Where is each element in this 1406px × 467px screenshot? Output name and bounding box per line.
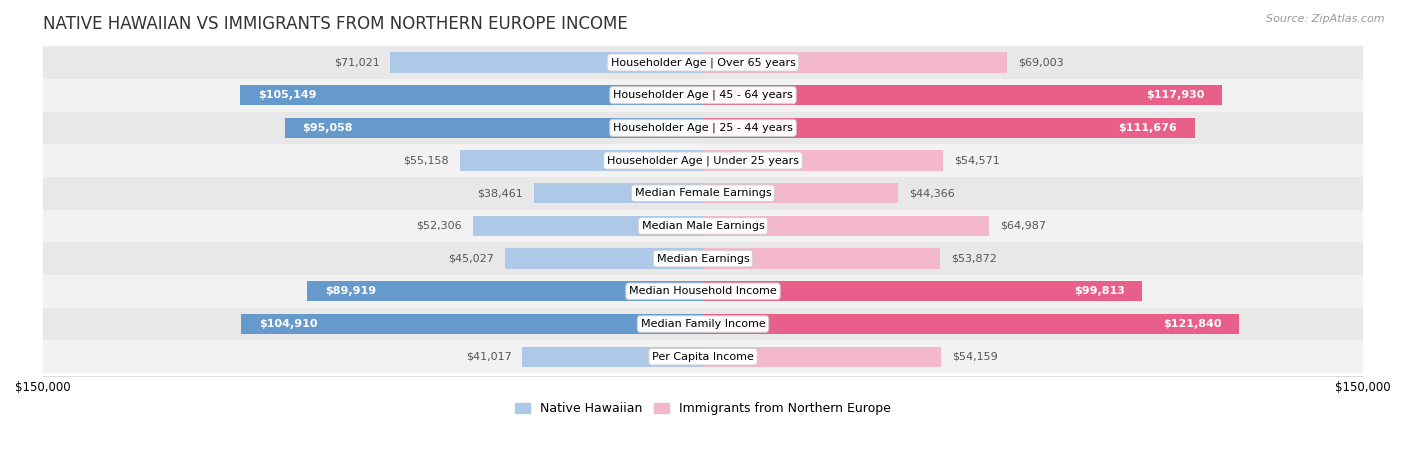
Bar	[703, 183, 898, 204]
Text: $89,919: $89,919	[325, 286, 375, 296]
Bar	[703, 150, 943, 171]
Bar	[42, 210, 1364, 242]
Bar	[472, 216, 703, 236]
Bar	[284, 118, 703, 138]
Bar	[42, 177, 1364, 210]
Text: Median Female Earnings: Median Female Earnings	[634, 188, 772, 198]
Bar	[42, 275, 1364, 308]
Bar	[308, 281, 703, 301]
Bar	[42, 46, 1364, 79]
Bar	[460, 150, 703, 171]
Bar	[703, 52, 1007, 73]
Bar	[703, 248, 941, 269]
Bar	[703, 216, 988, 236]
Text: $45,027: $45,027	[449, 254, 494, 263]
Bar	[42, 144, 1364, 177]
Bar	[523, 347, 703, 367]
Text: Householder Age | 45 - 64 years: Householder Age | 45 - 64 years	[613, 90, 793, 100]
Text: $44,366: $44,366	[910, 188, 955, 198]
Text: $121,840: $121,840	[1163, 319, 1222, 329]
Text: Householder Age | Over 65 years: Householder Age | Over 65 years	[610, 57, 796, 68]
Bar	[42, 242, 1364, 275]
Text: $69,003: $69,003	[1018, 57, 1063, 68]
Text: $41,017: $41,017	[465, 352, 512, 361]
Bar	[703, 314, 1239, 334]
Text: $71,021: $71,021	[333, 57, 380, 68]
Text: $52,306: $52,306	[416, 221, 461, 231]
Bar	[703, 85, 1222, 106]
Text: $111,676: $111,676	[1118, 123, 1177, 133]
Text: Householder Age | Under 25 years: Householder Age | Under 25 years	[607, 156, 799, 166]
Text: Median Male Earnings: Median Male Earnings	[641, 221, 765, 231]
Bar	[242, 314, 703, 334]
Bar	[240, 85, 703, 106]
Text: Median Household Income: Median Household Income	[628, 286, 778, 296]
Bar	[42, 308, 1364, 340]
Text: Householder Age | 25 - 44 years: Householder Age | 25 - 44 years	[613, 123, 793, 133]
Bar	[505, 248, 703, 269]
Bar	[42, 79, 1364, 112]
Text: $53,872: $53,872	[950, 254, 997, 263]
Text: $55,158: $55,158	[404, 156, 450, 166]
Text: $38,461: $38,461	[477, 188, 523, 198]
Text: Per Capita Income: Per Capita Income	[652, 352, 754, 361]
Bar	[391, 52, 703, 73]
Bar	[534, 183, 703, 204]
Text: NATIVE HAWAIIAN VS IMMIGRANTS FROM NORTHERN EUROPE INCOME: NATIVE HAWAIIAN VS IMMIGRANTS FROM NORTH…	[42, 15, 627, 33]
Text: $54,571: $54,571	[955, 156, 1000, 166]
Bar	[703, 281, 1142, 301]
Legend: Native Hawaiian, Immigrants from Northern Europe: Native Hawaiian, Immigrants from Norther…	[509, 397, 897, 420]
Text: $105,149: $105,149	[257, 90, 316, 100]
Bar	[703, 347, 942, 367]
Text: Median Family Income: Median Family Income	[641, 319, 765, 329]
Text: $95,058: $95,058	[302, 123, 353, 133]
Text: $104,910: $104,910	[259, 319, 318, 329]
Bar	[703, 118, 1195, 138]
Text: $54,159: $54,159	[952, 352, 998, 361]
Bar	[42, 340, 1364, 373]
Text: Median Earnings: Median Earnings	[657, 254, 749, 263]
Bar	[42, 112, 1364, 144]
Text: $99,813: $99,813	[1074, 286, 1125, 296]
Text: $64,987: $64,987	[1000, 221, 1046, 231]
Text: $117,930: $117,930	[1146, 90, 1205, 100]
Text: Source: ZipAtlas.com: Source: ZipAtlas.com	[1267, 14, 1385, 24]
